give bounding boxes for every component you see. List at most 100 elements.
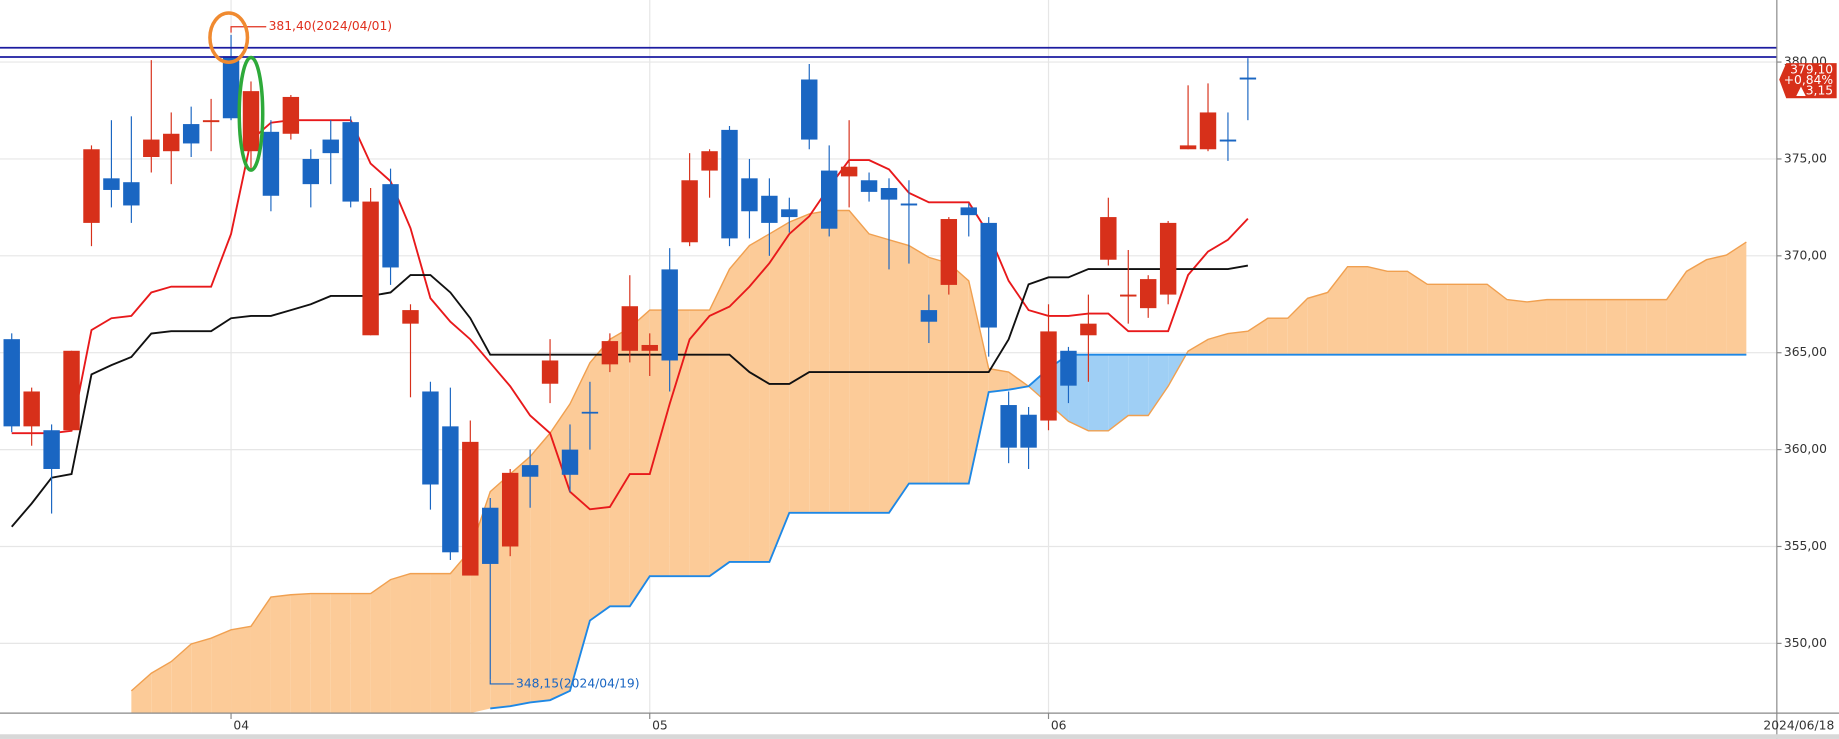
cloud-fill bbox=[131, 673, 152, 714]
span-a-line bbox=[130, 209, 1747, 692]
candle-body bbox=[621, 306, 639, 351]
candle-body bbox=[222, 56, 240, 119]
cloud-fill bbox=[908, 245, 929, 484]
cloud-fill bbox=[1148, 354, 1169, 416]
candle-body bbox=[661, 269, 678, 361]
candle-body bbox=[1159, 222, 1177, 295]
cloud-fill bbox=[1247, 318, 1268, 355]
candle-body bbox=[501, 472, 519, 547]
x-tick-label: 05 bbox=[652, 719, 668, 733]
y-tick-label: 365,00 bbox=[1784, 345, 1827, 359]
candle-body bbox=[143, 139, 160, 158]
cloud-fill bbox=[1626, 299, 1647, 355]
candle-body bbox=[242, 91, 260, 152]
cloud-fill bbox=[809, 210, 830, 513]
cloud-fill bbox=[530, 433, 551, 703]
cloud-fill bbox=[450, 550, 471, 714]
cloud-fill bbox=[669, 310, 690, 577]
candle-body bbox=[482, 507, 499, 564]
candle-body bbox=[601, 341, 619, 365]
cloud-fill bbox=[1287, 298, 1308, 355]
cloud-fill bbox=[430, 573, 451, 714]
y-tick-label: 355,00 bbox=[1784, 539, 1827, 553]
cloud-fill bbox=[1566, 299, 1587, 355]
cloud-fill bbox=[709, 269, 730, 577]
cloud-fill bbox=[1327, 266, 1348, 355]
candle-body bbox=[402, 310, 419, 324]
cloud-fill bbox=[191, 638, 212, 714]
cloud-fill bbox=[928, 257, 949, 484]
candle-body bbox=[1179, 145, 1197, 150]
price-tag-change: +0,84% bbox=[1784, 73, 1833, 87]
cloud-fill bbox=[1527, 299, 1547, 355]
candle-body bbox=[521, 465, 539, 477]
cloud-fill bbox=[171, 643, 192, 714]
date-label: 2024/06/18 bbox=[1763, 719, 1834, 733]
candle-body bbox=[63, 350, 80, 431]
highlight-ellipse bbox=[237, 55, 265, 172]
cloud-fill bbox=[829, 210, 850, 513]
candle-body bbox=[123, 182, 140, 206]
cloud-fill bbox=[370, 579, 391, 714]
span-b-line bbox=[490, 353, 1747, 710]
candle-body bbox=[920, 310, 938, 322]
cloud-fill bbox=[410, 573, 431, 714]
candle-body bbox=[820, 170, 838, 229]
cloud-fill bbox=[1507, 299, 1528, 355]
candle-body bbox=[202, 120, 220, 123]
candle-body bbox=[262, 131, 280, 196]
price-tag bbox=[1779, 63, 1837, 99]
cloud-fill bbox=[1686, 259, 1707, 355]
cloud-fill bbox=[330, 593, 351, 714]
cloud-fill bbox=[390, 573, 411, 714]
cloud-fill bbox=[1586, 299, 1607, 355]
cloud-fill bbox=[1128, 354, 1149, 416]
candle-body bbox=[561, 449, 579, 475]
candle-body bbox=[1219, 139, 1237, 142]
candle-body bbox=[681, 180, 698, 243]
cloud-fill bbox=[1387, 271, 1408, 355]
cloud-fill bbox=[988, 368, 1009, 393]
cloud-fill bbox=[569, 362, 590, 691]
cloud-fill bbox=[769, 222, 790, 562]
cloud-fill bbox=[1208, 333, 1228, 355]
cloud-fill bbox=[1008, 372, 1029, 390]
candle-body bbox=[581, 411, 599, 414]
candle-body bbox=[781, 209, 798, 218]
cloud-fill bbox=[689, 310, 710, 577]
candle-body bbox=[641, 344, 658, 351]
cloud-fill bbox=[729, 245, 750, 562]
cloud-fill bbox=[968, 280, 989, 484]
candle-body bbox=[1199, 112, 1217, 150]
cloud-fill bbox=[1646, 299, 1667, 355]
candle-body bbox=[541, 360, 559, 384]
cloud-fill bbox=[1367, 266, 1388, 355]
candle-body bbox=[840, 166, 858, 177]
cloud-fill bbox=[231, 626, 251, 714]
x-tick-label: 04 bbox=[233, 719, 249, 733]
candle-body bbox=[382, 184, 399, 268]
candle-body bbox=[322, 139, 339, 154]
candle-body bbox=[880, 188, 898, 200]
y-tick-label: 360,00 bbox=[1784, 442, 1827, 456]
cloud-fill bbox=[1706, 255, 1727, 355]
candle-body bbox=[761, 195, 778, 223]
cloud-fill bbox=[1307, 292, 1328, 355]
cloud-fill bbox=[948, 263, 969, 484]
candle-body bbox=[23, 391, 40, 427]
candle-body bbox=[900, 203, 918, 206]
candle-body bbox=[741, 178, 758, 212]
cloud-fill bbox=[889, 239, 909, 513]
cloud-fill bbox=[350, 593, 371, 714]
candle-body bbox=[980, 222, 997, 328]
cloud-fill bbox=[1606, 299, 1627, 355]
cloud-fill bbox=[1447, 284, 1468, 355]
candle-body bbox=[462, 441, 479, 576]
candle-body bbox=[1000, 405, 1017, 448]
candle-body bbox=[1080, 323, 1097, 336]
candle-body bbox=[282, 96, 300, 134]
cloud-fill bbox=[290, 593, 311, 714]
cloud-fill bbox=[1467, 284, 1488, 355]
price-tag-value: 379,10 bbox=[1790, 63, 1833, 77]
cloud-fill bbox=[1666, 271, 1687, 355]
